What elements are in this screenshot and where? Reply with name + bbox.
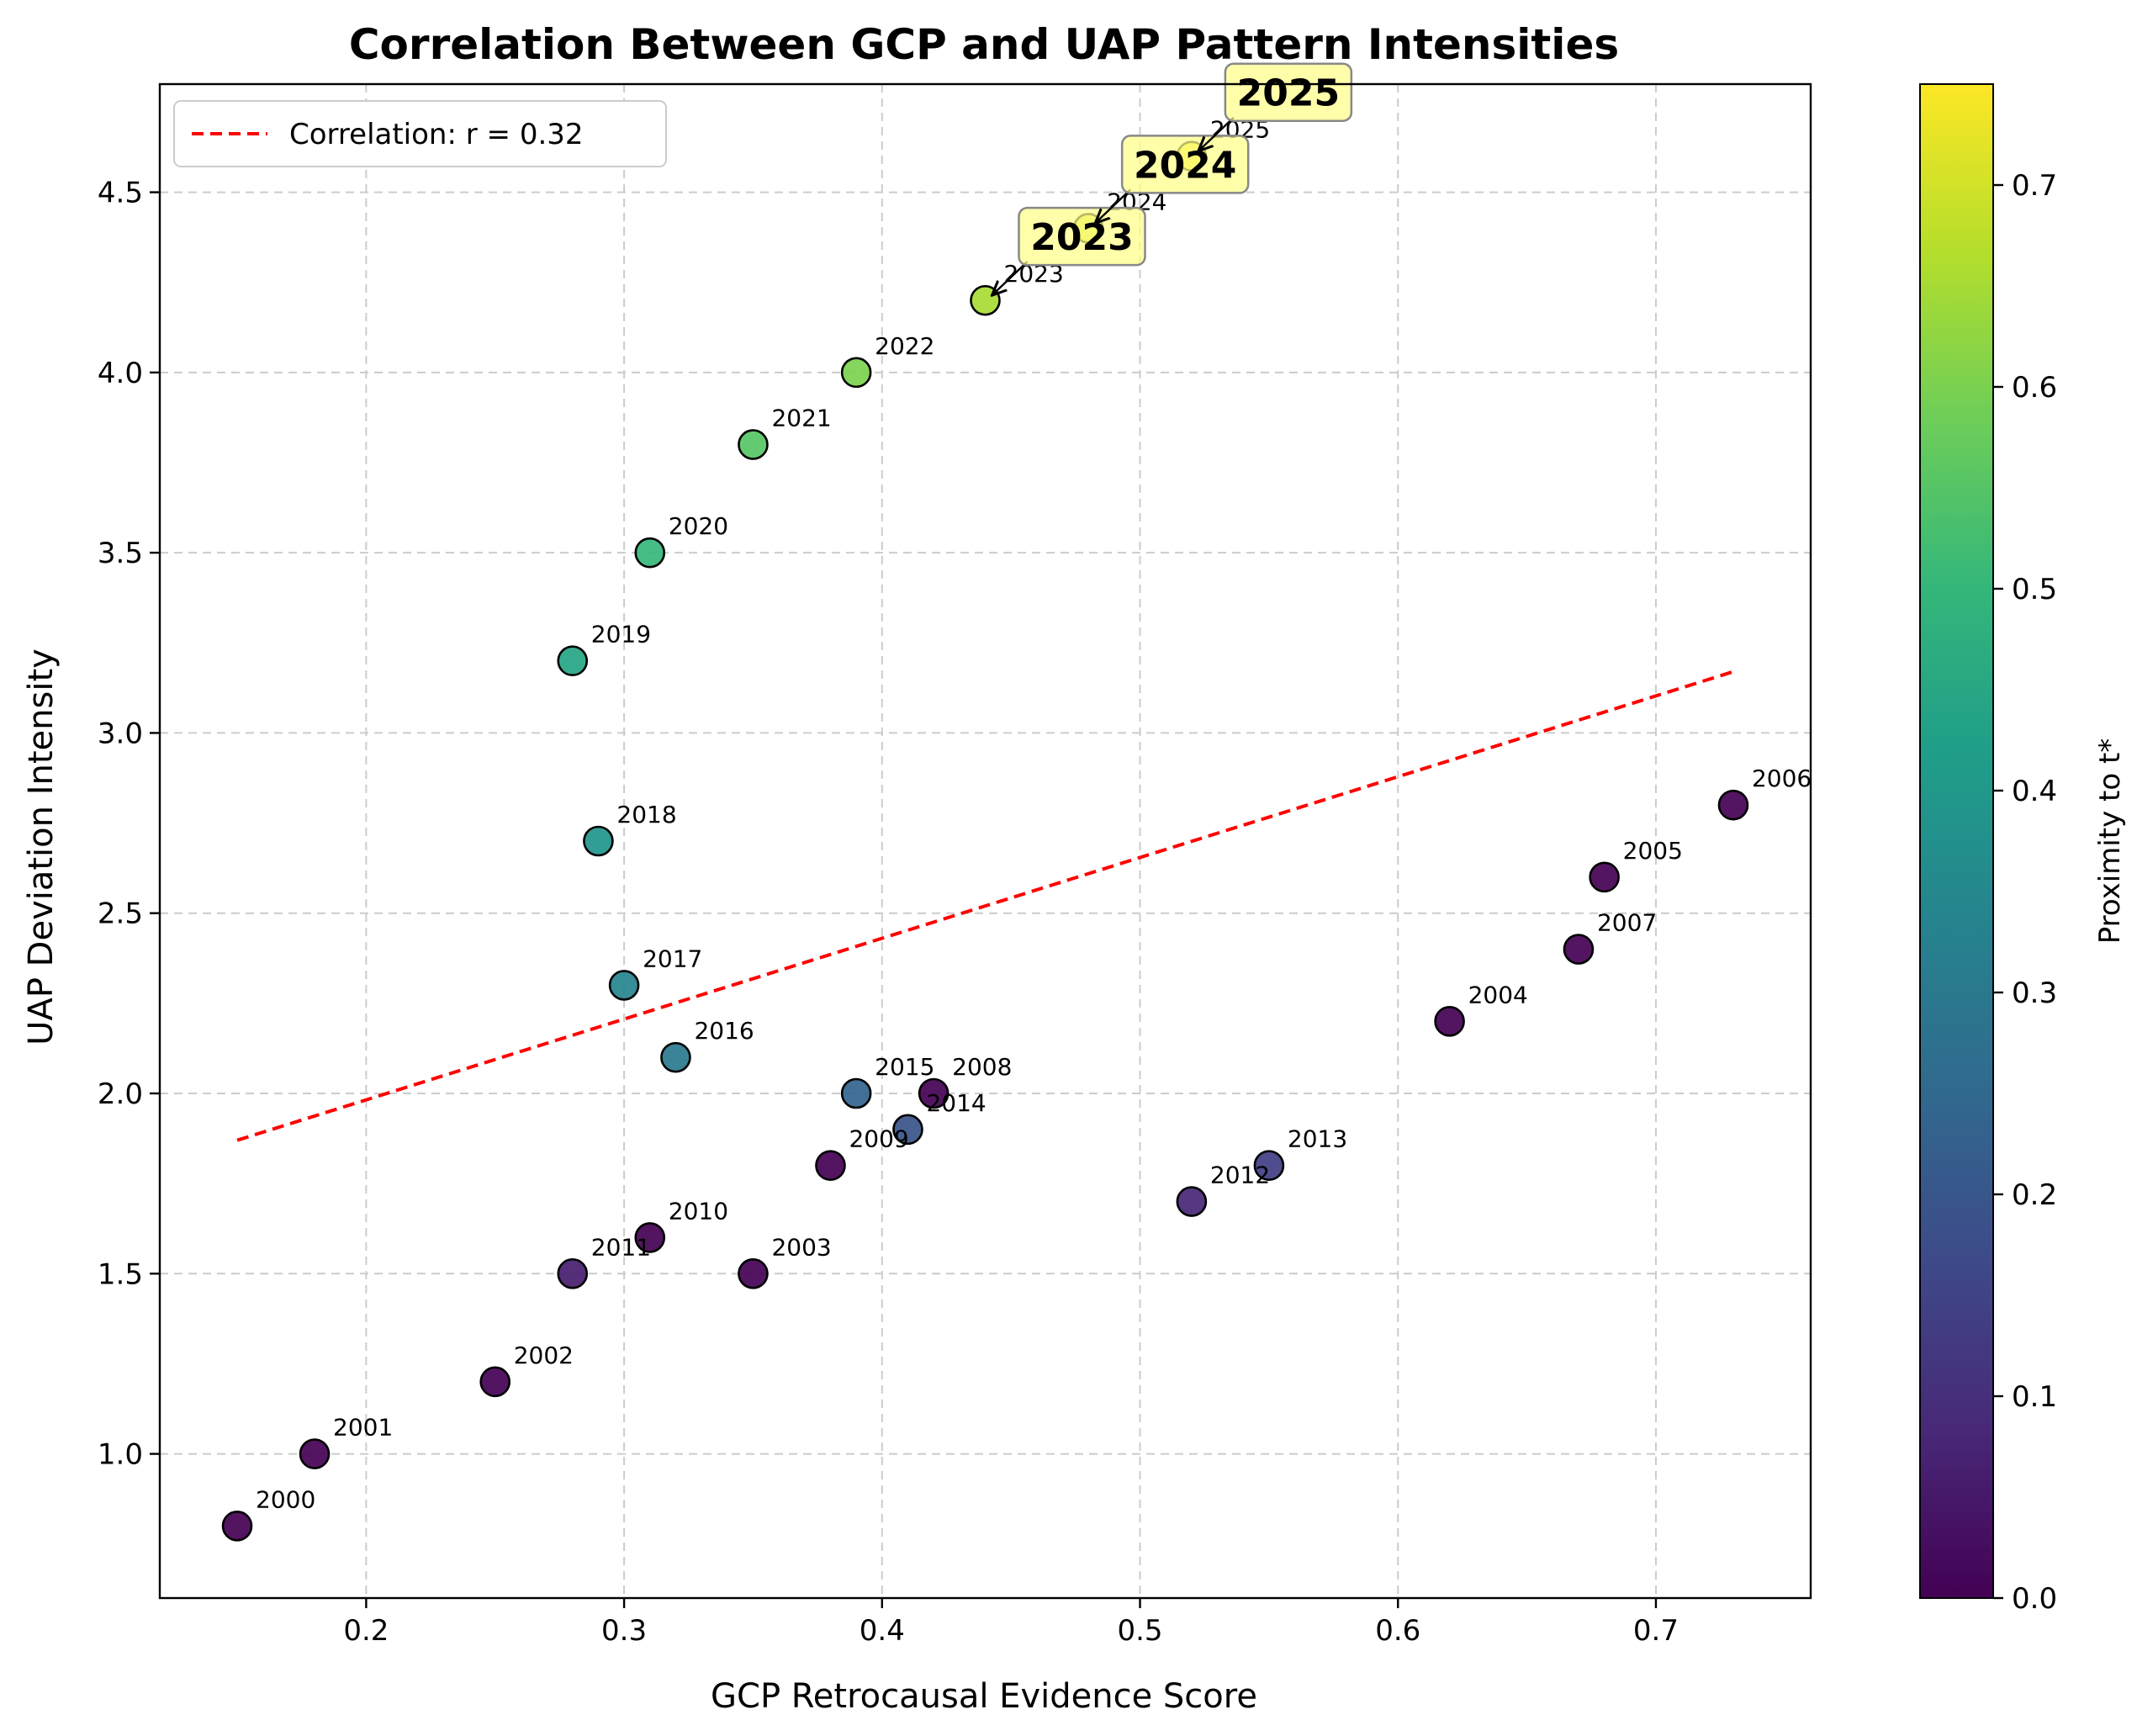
point-label: 2010 (669, 1197, 728, 1225)
x-tick-label: 0.4 (860, 1614, 905, 1648)
callout-box (1018, 206, 1146, 267)
plot-frame (158, 82, 1812, 1600)
data-point (1717, 789, 1749, 821)
colorbar-label: Proximity to t* (2093, 738, 2127, 945)
data-point (608, 970, 640, 1001)
point-label: 2017 (643, 945, 702, 972)
legend-label: Correlation: r = 0.32 (289, 118, 584, 151)
data-point (221, 1510, 253, 1542)
trend-line-layer (236, 670, 1734, 1142)
point-label: 2006 (1752, 765, 1812, 792)
y-tick-label: 2.0 (98, 1077, 143, 1111)
callout-box (1224, 62, 1353, 122)
colorbar-tick-label: 0.4 (2012, 775, 2057, 808)
point-label: 2005 (1623, 837, 1683, 865)
colorbar-tick-label: 0.7 (2012, 169, 2057, 203)
data-point (1434, 1005, 1465, 1037)
data-point (840, 357, 872, 389)
callout-arrow (1198, 116, 1235, 151)
data-point (892, 1114, 923, 1146)
data-point (557, 1257, 589, 1289)
x-tick-label: 0.3 (601, 1614, 647, 1648)
data-point (738, 429, 769, 460)
data-point (1563, 934, 1595, 965)
point-label: 2004 (1468, 981, 1528, 1008)
data-point (738, 1257, 769, 1289)
data-point (918, 1077, 949, 1109)
data-point (583, 825, 614, 857)
y-axis-label: UAP Deviation Intensity (22, 648, 61, 1045)
data-point (1176, 1186, 1208, 1217)
data-point (557, 645, 589, 677)
callout-label: 2025 (1237, 72, 1340, 115)
point-label: 2015 (875, 1053, 934, 1081)
point-label: 2018 (616, 801, 676, 828)
y-tick-label: 3.5 (98, 537, 143, 570)
point-label: 2012 (1210, 1162, 1270, 1189)
data-point (1589, 861, 1620, 893)
colorbar-tick-label: 0.0 (2012, 1582, 2057, 1616)
colorbar-tick-label: 0.6 (2012, 371, 2057, 405)
data-points (221, 140, 1749, 1542)
point-label: 2002 (514, 1342, 574, 1369)
x-axis-label: GCP Retrocausal Evidence Score (711, 1677, 1257, 1716)
callout-arrow (992, 261, 1029, 295)
callout-box (1120, 135, 1250, 194)
legend: Correlation: r = 0.32 (173, 100, 667, 167)
data-point (840, 1077, 872, 1109)
point-label: 2001 (333, 1414, 393, 1442)
y-tick-label: 1.5 (98, 1257, 143, 1291)
point-label: 2021 (771, 405, 831, 432)
point-label: 2007 (1597, 909, 1657, 937)
trend-line (236, 670, 1734, 1142)
y-tick-label: 3.0 (98, 717, 143, 750)
colorbar-gradient (1919, 83, 1994, 1599)
data-point (815, 1150, 846, 1182)
point-labels: 2000 2001 2002 2003 2004 2005 2006 2007 2008 2009… (256, 116, 1812, 1514)
data-point (299, 1438, 331, 1469)
data-point (660, 1041, 691, 1073)
colorbar-ticks: 0.0 0.1 0.2 0.3 0.4 0.5 0.6 0.7 (1993, 169, 2057, 1616)
data-point (1253, 1150, 1285, 1182)
point-label: 2016 (694, 1017, 754, 1045)
data-point (479, 1366, 511, 1398)
data-point (970, 284, 1001, 316)
axes: 0.2 0.3 0.4 0.5 0.6 0.7 1.0 1.5 2.0 2.5 3.0 3.5 4.0 4… (98, 82, 1812, 1648)
y-tick-label: 1.0 (98, 1438, 143, 1472)
point-label: 2008 (952, 1053, 1012, 1081)
y-tick-label: 4.5 (98, 177, 143, 210)
point-label: 2003 (771, 1233, 831, 1261)
data-point (634, 1222, 666, 1253)
callout-label: 2023 (1030, 216, 1133, 259)
colorbar-tick-label: 0.2 (2012, 1178, 2057, 1212)
point-label: 2011 (591, 1233, 651, 1261)
colorbar-tick-label: 0.5 (2012, 573, 2057, 606)
data-point (634, 537, 666, 569)
point-label: 2019 (591, 621, 651, 648)
x-tick-label: 0.6 (1375, 1614, 1420, 1648)
point-label: 2009 (849, 1125, 908, 1153)
callout-arrow (1095, 188, 1132, 223)
point-label: 2013 (1288, 1125, 1347, 1153)
x-tick-label: 0.7 (1633, 1614, 1679, 1648)
point-label: 2022 (875, 332, 934, 360)
y-tick-label: 4.0 (98, 357, 143, 390)
point-label: 2020 (669, 512, 728, 540)
colorbar-tick-label: 0.1 (2012, 1380, 2057, 1414)
x-tick-label: 0.2 (343, 1614, 389, 1648)
legend-box (173, 100, 667, 167)
point-label: 2000 (256, 1485, 315, 1513)
colorbar-tick-label: 0.3 (2012, 977, 2057, 1010)
x-tick-label: 0.5 (1117, 1614, 1162, 1648)
chart-title: Correlation Between GCP and UAP Pattern … (349, 20, 1619, 69)
callout-label: 2024 (1134, 144, 1236, 187)
point-label: 2014 (926, 1089, 986, 1117)
y-tick-label: 2.5 (98, 897, 143, 931)
colorbar: 0.0 0.1 0.2 0.3 0.4 0.5 0.6 0.7 Proximity to t* (1919, 83, 2127, 1616)
